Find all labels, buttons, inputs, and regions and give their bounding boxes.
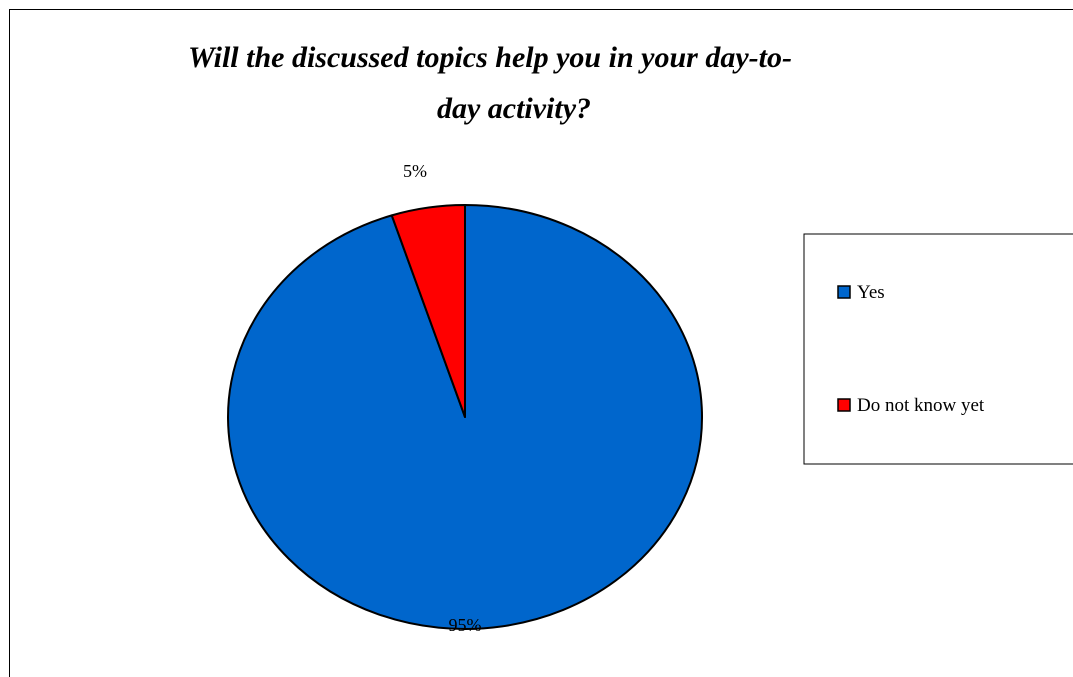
data-label-do-not-know-yet: 5% (403, 161, 427, 181)
pie-data-labels: 95% 5% (403, 161, 482, 635)
legend-label-yes: Yes (857, 282, 885, 303)
legend-label-do-not-know-yet: Do not know yet (857, 395, 985, 416)
pie-slice-do-not-know-yet (390, 204, 466, 418)
legend: Yes Do not know yet (803, 233, 1073, 465)
legend-frame (803, 233, 1073, 465)
chart-title-line-2: day activity? (437, 92, 591, 125)
pie-slices (227, 204, 703, 630)
legend-swatch-do-not-know-yet (837, 398, 851, 412)
chart-title-line-1: Will the discussed topics help you in yo… (188, 41, 792, 74)
legend-swatch-yes (837, 285, 851, 299)
data-label-yes: 95% (449, 615, 482, 635)
